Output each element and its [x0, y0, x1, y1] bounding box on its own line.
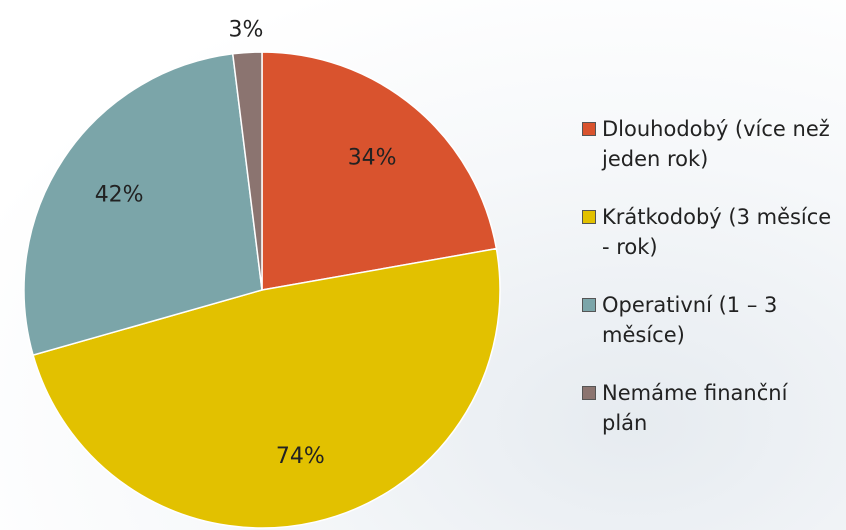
legend-swatch [582, 210, 596, 224]
legend-item: Krátkodobý (3 měsíce - rok) [582, 202, 842, 262]
legend-swatch [582, 386, 596, 400]
legend-item: Operativní (1 – 3 měsíce) [582, 290, 842, 350]
pie-slice [32, 247, 501, 529]
legend-item: Dlouhodobý (více než jeden rok) [582, 114, 842, 174]
data-label: 34% [348, 146, 397, 171]
legend-label: Nemáme finanční plán [602, 381, 788, 435]
pie-slice [23, 52, 263, 357]
legend-swatch [582, 122, 596, 136]
data-label: 42% [95, 182, 144, 207]
legend-label: Dlouhodobý (více než jeden rok) [602, 117, 830, 171]
data-label: 74% [276, 444, 325, 469]
pie-slice [231, 51, 263, 291]
legend-item: Nemáme finanční plán [582, 378, 842, 438]
legend-label: Operativní (1 – 3 měsíce) [602, 293, 778, 347]
pie-slice [261, 51, 498, 291]
legend-swatch [582, 298, 596, 312]
data-label: 3% [229, 17, 264, 42]
legend-label: Krátkodobý (3 měsíce - rok) [602, 205, 832, 259]
